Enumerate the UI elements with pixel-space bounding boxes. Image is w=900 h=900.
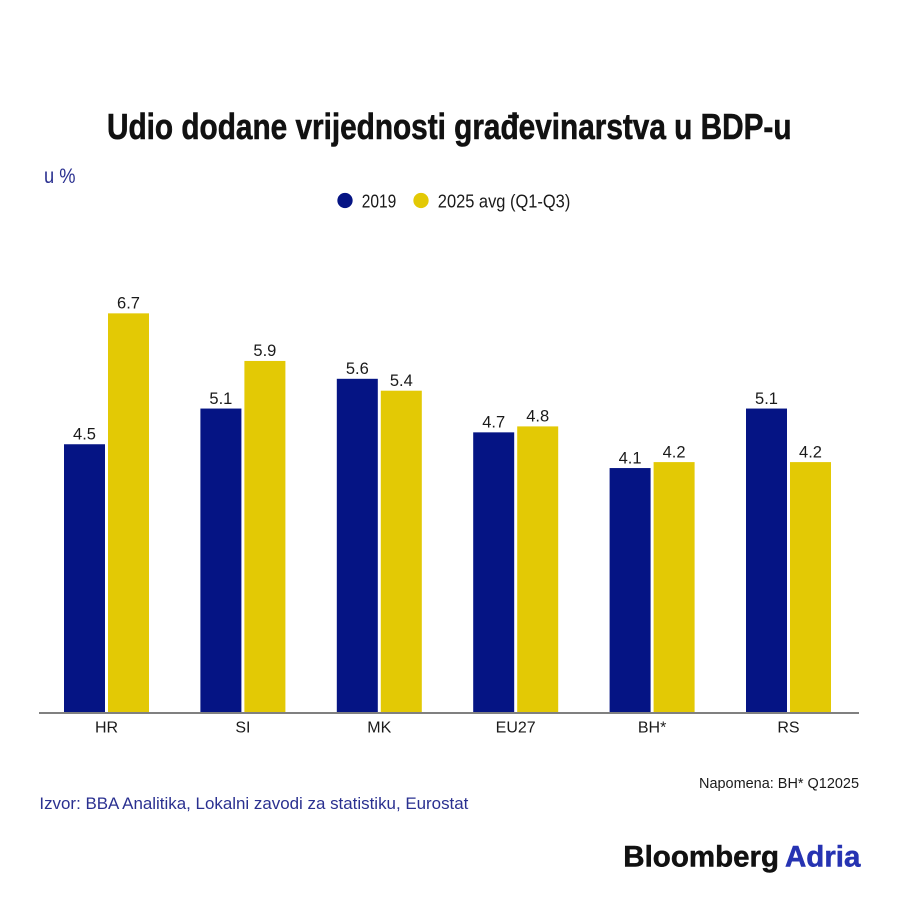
svg-text:2019: 2019 bbox=[362, 191, 397, 212]
svg-text:4.2: 4.2 bbox=[799, 443, 822, 461]
svg-text:SI: SI bbox=[235, 720, 250, 737]
svg-text:4.5: 4.5 bbox=[73, 426, 96, 444]
svg-text:Napomena: BH* Q12025: Napomena: BH* Q12025 bbox=[699, 775, 859, 792]
svg-text:Udio dodane vrijednosti građev: Udio dodane vrijednosti građevinarstva u… bbox=[107, 106, 792, 147]
svg-text:HR: HR bbox=[95, 720, 118, 737]
svg-text:4.1: 4.1 bbox=[619, 449, 642, 467]
svg-text:MK: MK bbox=[367, 720, 391, 737]
svg-text:5.9: 5.9 bbox=[253, 342, 276, 360]
svg-text:4.8: 4.8 bbox=[526, 408, 549, 426]
svg-text:5.4: 5.4 bbox=[390, 372, 413, 390]
svg-text:Adria: Adria bbox=[785, 841, 861, 874]
svg-text:5.1: 5.1 bbox=[209, 390, 232, 408]
svg-text:4.7: 4.7 bbox=[482, 414, 505, 432]
svg-text:2025 avg (Q1-Q3): 2025 avg (Q1-Q3) bbox=[438, 191, 571, 212]
svg-text:EU27: EU27 bbox=[496, 720, 536, 737]
svg-text:Izvor: BBA Analitika, Lokalni: Izvor: BBA Analitika, Lokalni zavodi za … bbox=[39, 794, 468, 813]
svg-text:4.2: 4.2 bbox=[663, 443, 686, 461]
svg-text:RS: RS bbox=[777, 720, 799, 737]
svg-text:u %: u % bbox=[44, 165, 76, 188]
svg-text:5.1: 5.1 bbox=[755, 390, 778, 408]
svg-text:5.6: 5.6 bbox=[346, 360, 369, 378]
svg-text:BH*: BH* bbox=[638, 720, 666, 737]
svg-text:6.7: 6.7 bbox=[117, 295, 140, 313]
svg-text:Bloomberg: Bloomberg bbox=[623, 841, 779, 874]
